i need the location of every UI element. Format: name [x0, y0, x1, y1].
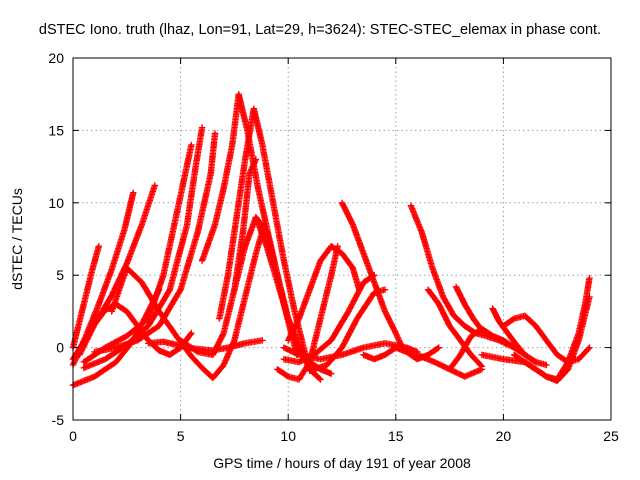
series-markers	[360, 344, 442, 363]
series-markers	[280, 340, 421, 363]
series-arc	[108, 221, 268, 382]
x-tick-label: 10	[280, 428, 296, 444]
series-arc	[424, 286, 486, 370]
y-axis-label: dSTEC / TECUs	[9, 188, 25, 290]
series-markers	[338, 199, 406, 351]
series-arc	[280, 340, 421, 363]
series-arc	[216, 105, 309, 358]
y-tick-label: 10	[48, 195, 64, 211]
series-markers	[511, 293, 593, 385]
series-markers	[108, 221, 268, 382]
y-axis: -5 0 5 10 15 20	[48, 50, 611, 428]
series-arc	[407, 202, 539, 366]
x-axis: 0 5 10 15 20 25	[69, 58, 619, 444]
x-tick-label: 20	[496, 428, 512, 444]
series-arc	[360, 344, 442, 363]
series-arc	[285, 243, 363, 344]
y-tick-label: 5	[56, 267, 64, 283]
series-arc	[489, 305, 550, 369]
series-markers	[407, 202, 539, 366]
plot-frame	[72, 57, 612, 421]
series-arc	[338, 199, 406, 351]
series-markers	[216, 105, 309, 358]
chart-title: dSTEC Iono. truth (lhaz, Lon=91, Lat=29,…	[39, 22, 601, 38]
series-markers	[489, 305, 550, 369]
data-points	[69, 91, 593, 389]
y-tick-label: 20	[48, 50, 64, 66]
x-axis-label: GPS time / hours of day 191 of year 2008	[213, 455, 471, 471]
series-markers	[452, 283, 518, 351]
series-arc	[511, 293, 593, 385]
series-arc	[274, 243, 341, 383]
x-tick-label: 5	[177, 428, 185, 444]
series-markers	[285, 243, 363, 344]
series-markers	[424, 286, 486, 370]
series-arc	[452, 283, 518, 351]
series-markers	[306, 286, 389, 374]
y-tick-label: 0	[56, 340, 64, 356]
x-tick-label: 0	[69, 428, 77, 444]
series-arc	[306, 286, 389, 374]
x-tick-label: 25	[603, 428, 619, 444]
series-markers	[91, 130, 219, 356]
y-tick-label: -5	[52, 412, 65, 428]
series-arc	[91, 130, 219, 356]
series-markers	[274, 243, 341, 383]
x-tick-label: 15	[388, 428, 404, 444]
y-tick-label: 15	[48, 122, 64, 138]
